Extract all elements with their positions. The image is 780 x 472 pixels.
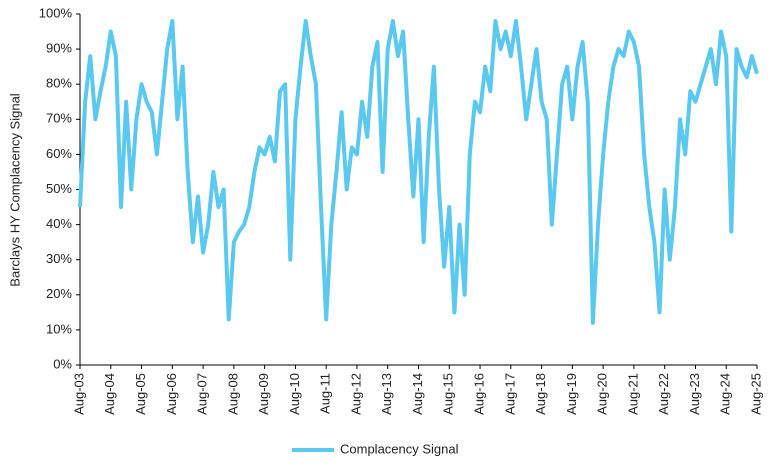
y-tick-label: 10% bbox=[46, 321, 72, 336]
y-tick-label: 0% bbox=[53, 356, 72, 371]
x-tick-label: Aug-21 bbox=[625, 373, 640, 415]
x-tick-label: Aug-04 bbox=[102, 373, 117, 415]
x-tick-label: Aug-24 bbox=[718, 373, 733, 415]
x-tick-label: Aug-23 bbox=[687, 373, 702, 415]
x-tick-label: Aug-11 bbox=[318, 373, 333, 414]
legend-label: Complacency Signal bbox=[340, 441, 459, 456]
x-tick-label: Aug-16 bbox=[471, 373, 486, 415]
x-tick-label: Aug-19 bbox=[564, 373, 579, 415]
y-tick-label: 20% bbox=[46, 286, 72, 301]
x-tick-label: Aug-09 bbox=[256, 373, 271, 415]
x-tick-label: Aug-14 bbox=[410, 373, 425, 415]
x-tick-label: Aug-20 bbox=[595, 373, 610, 415]
y-tick-label: 30% bbox=[46, 251, 72, 266]
x-tick-label: Aug-12 bbox=[348, 373, 363, 415]
x-tick-label: Aug-08 bbox=[225, 373, 240, 415]
x-tick-label: Aug-07 bbox=[195, 373, 210, 415]
y-tick-label: 90% bbox=[46, 41, 72, 56]
x-tick-label: Aug-18 bbox=[533, 373, 548, 415]
y-tick-label: 80% bbox=[46, 76, 72, 91]
x-tick-label: Aug-15 bbox=[441, 373, 456, 415]
x-tick-label: Aug-22 bbox=[656, 373, 671, 415]
y-tick-label: 70% bbox=[46, 111, 72, 126]
y-tick-label: 60% bbox=[46, 146, 72, 161]
x-tick-label: Aug-10 bbox=[287, 373, 302, 415]
x-tick-label: Aug-05 bbox=[133, 373, 148, 415]
x-tick-label: Aug-03 bbox=[71, 373, 86, 415]
y-tick-label: 100% bbox=[39, 5, 73, 20]
x-tick-label: Aug-25 bbox=[748, 373, 763, 415]
x-tick-label: Aug-06 bbox=[164, 373, 179, 415]
y-tick-label: 40% bbox=[46, 216, 72, 231]
x-tick-label: Aug-13 bbox=[379, 373, 394, 415]
line-series bbox=[78, 19, 759, 325]
x-tick-label: Aug-17 bbox=[502, 373, 517, 415]
y-tick-label: 50% bbox=[46, 181, 72, 196]
y-axis-label: Barclays HY Complacency Signal bbox=[7, 93, 22, 287]
